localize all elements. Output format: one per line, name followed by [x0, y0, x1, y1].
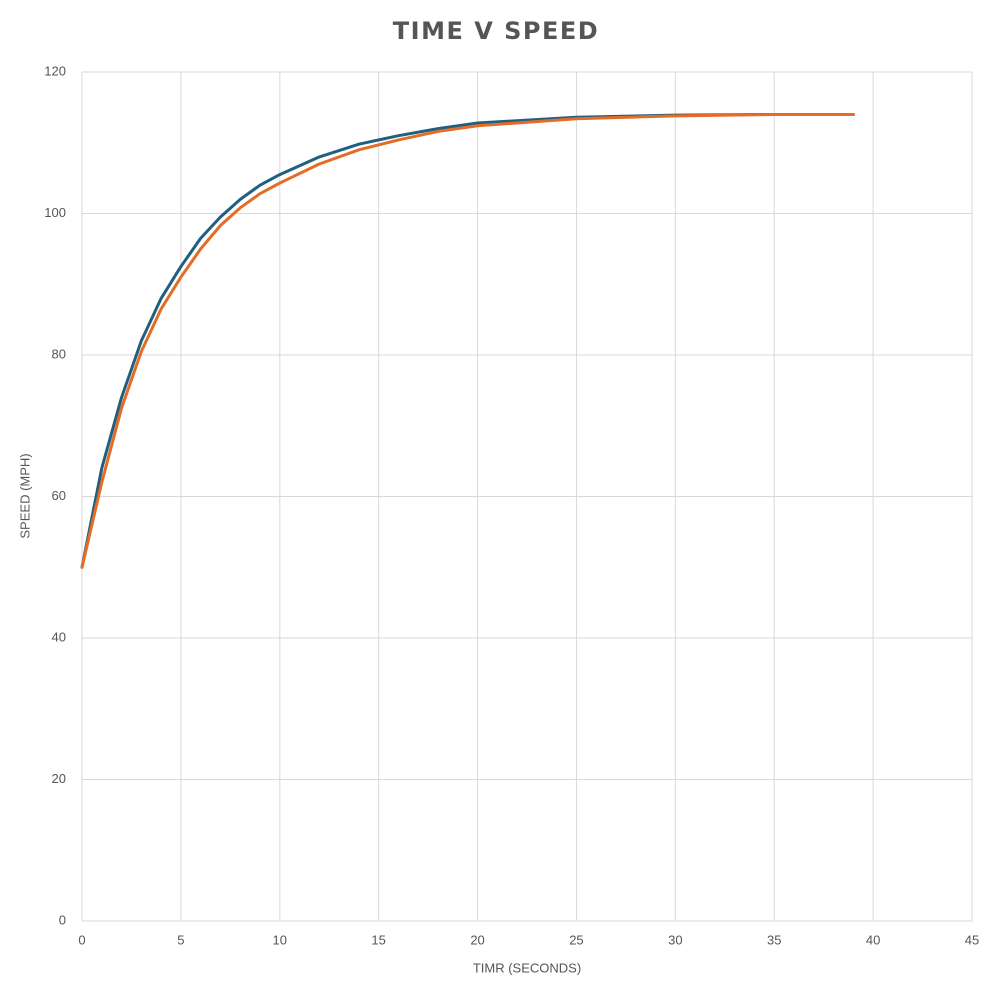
- x-tick-label: 5: [177, 932, 184, 947]
- y-tick-label: 60: [52, 488, 66, 503]
- y-tick-label: 100: [44, 205, 66, 220]
- x-tick-label: 30: [668, 932, 682, 947]
- x-tick-label: 25: [569, 932, 583, 947]
- x-tick-label: 20: [470, 932, 484, 947]
- y-tick-label: 40: [52, 629, 66, 644]
- x-axis-label: TIMR (SECONDS): [473, 960, 581, 975]
- y-axis-label: SPEED (MPH): [17, 453, 32, 538]
- chart-title: TIME V SPEED: [393, 17, 599, 45]
- x-tick-label: 10: [273, 932, 287, 947]
- x-tick-label: 0: [78, 932, 85, 947]
- x-tick-label: 15: [371, 932, 385, 947]
- x-tick-label: 35: [767, 932, 781, 947]
- y-tick-label: 120: [44, 63, 66, 78]
- y-tick-label: 0: [59, 912, 66, 927]
- x-tick-label: 40: [866, 932, 880, 947]
- data-line: [80, 112, 855, 569]
- x-tick-label: 45: [965, 932, 979, 947]
- data-line: [80, 112, 855, 569]
- y-tick-label: 20: [52, 771, 66, 786]
- y-tick-label: 80: [52, 346, 66, 361]
